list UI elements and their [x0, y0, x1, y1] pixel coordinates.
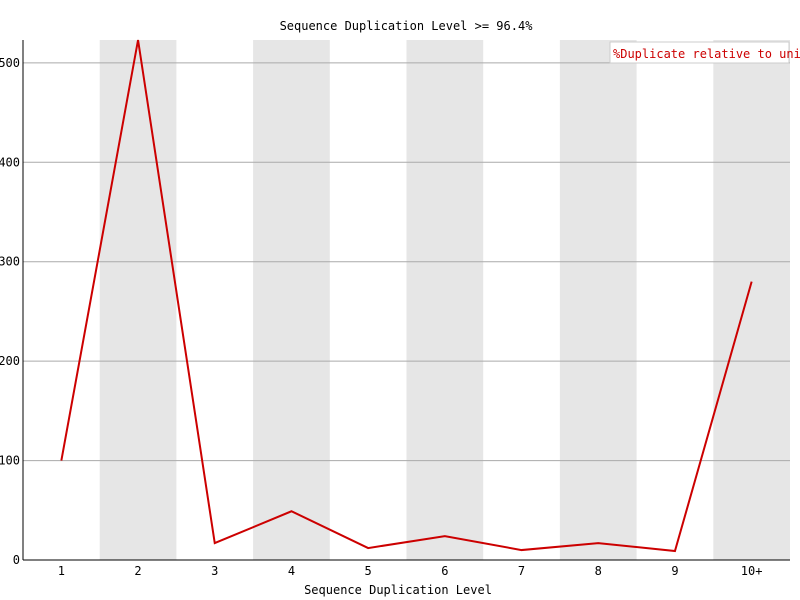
- x-tick-label: 7: [518, 564, 525, 578]
- y-tick-label: 500: [0, 56, 20, 70]
- x-tick-labels: 1 2 3 4 5 6 7 8 9 10+: [58, 564, 763, 578]
- legend: %Duplicate relative to unique: [609, 41, 800, 64]
- x-tick-label: 4: [288, 564, 295, 578]
- y-tick-label: 200: [0, 354, 20, 368]
- x-tick-label: 5: [365, 564, 372, 578]
- series-layer: [60, 39, 753, 553]
- y-tick-label: 100: [0, 454, 20, 468]
- series-line-0: [60, 39, 753, 553]
- band-4: [253, 40, 330, 560]
- x-axis-label: Sequence Duplication Level: [304, 583, 492, 597]
- x-tick-label: 1: [58, 564, 65, 578]
- x-tick-label: 3: [211, 564, 218, 578]
- band-10+: [713, 40, 790, 560]
- band-2: [99, 40, 177, 560]
- x-tick-label: 10+: [741, 564, 763, 578]
- x-tick-label: 9: [671, 564, 678, 578]
- y-gridlines: [23, 62, 790, 462]
- y-tick-label: 300: [0, 255, 20, 269]
- band-8: [559, 40, 637, 560]
- legend-label: %Duplicate relative to unique: [613, 47, 800, 61]
- band-6: [406, 40, 484, 560]
- chart-title: Sequence Duplication Level >= 96.4%: [280, 19, 534, 33]
- x-tick-label: 8: [595, 564, 602, 578]
- alternating-bands: [99, 40, 790, 560]
- legend-box: [609, 41, 790, 64]
- x-tick-label: 2: [134, 564, 141, 578]
- y-tick-label: 400: [0, 155, 20, 169]
- y-tick-label: 0: [13, 553, 20, 567]
- y-tick-labels: 0 100 200 300 400 500: [0, 56, 20, 567]
- x-tick-label: 6: [441, 564, 448, 578]
